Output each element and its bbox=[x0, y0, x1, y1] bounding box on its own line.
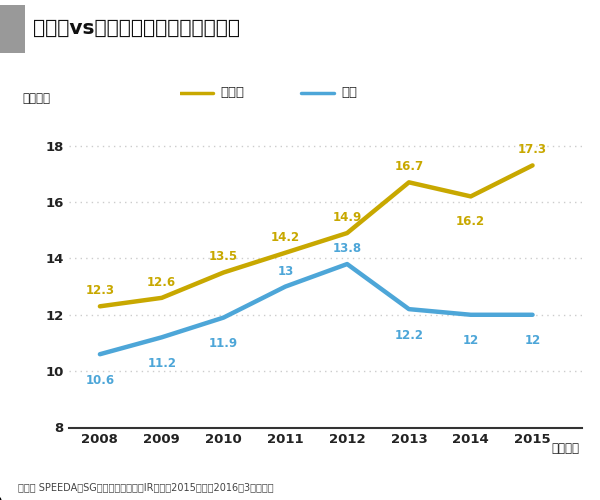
Text: 10.6: 10.6 bbox=[85, 374, 115, 387]
Text: 11.9: 11.9 bbox=[209, 338, 238, 350]
Text: 14.2: 14.2 bbox=[271, 231, 300, 244]
Text: ヤマト: ヤマト bbox=[220, 86, 244, 99]
Text: 17.3: 17.3 bbox=[518, 144, 547, 156]
Text: 12.2: 12.2 bbox=[394, 329, 424, 342]
Text: 13: 13 bbox=[277, 264, 293, 278]
Text: 16.7: 16.7 bbox=[394, 160, 424, 173]
Text: （年度）: （年度） bbox=[551, 442, 579, 456]
Text: 12: 12 bbox=[524, 334, 541, 347]
Text: 12.6: 12.6 bbox=[147, 276, 176, 289]
Text: 16.2: 16.2 bbox=[456, 214, 485, 228]
Text: 13.8: 13.8 bbox=[332, 242, 362, 255]
Text: （億個）: （億個） bbox=[23, 92, 51, 105]
Text: 佐川: 佐川 bbox=[341, 86, 357, 99]
Text: 14.9: 14.9 bbox=[332, 211, 362, 224]
Text: ヤマトvs佐川：宅配便取り扱い個数: ヤマトvs佐川：宅配便取り扱い個数 bbox=[33, 19, 240, 38]
Text: 13.5: 13.5 bbox=[209, 250, 238, 264]
Text: 12.3: 12.3 bbox=[85, 284, 115, 298]
Text: 12: 12 bbox=[463, 334, 479, 347]
Text: 出所） SPEEDA、SGホールディングスIR資料。2015年度は2016年3月期決算: 出所） SPEEDA、SGホールディングスIR資料。2015年度は2016年3月… bbox=[18, 482, 274, 492]
Text: 11.2: 11.2 bbox=[147, 357, 176, 370]
